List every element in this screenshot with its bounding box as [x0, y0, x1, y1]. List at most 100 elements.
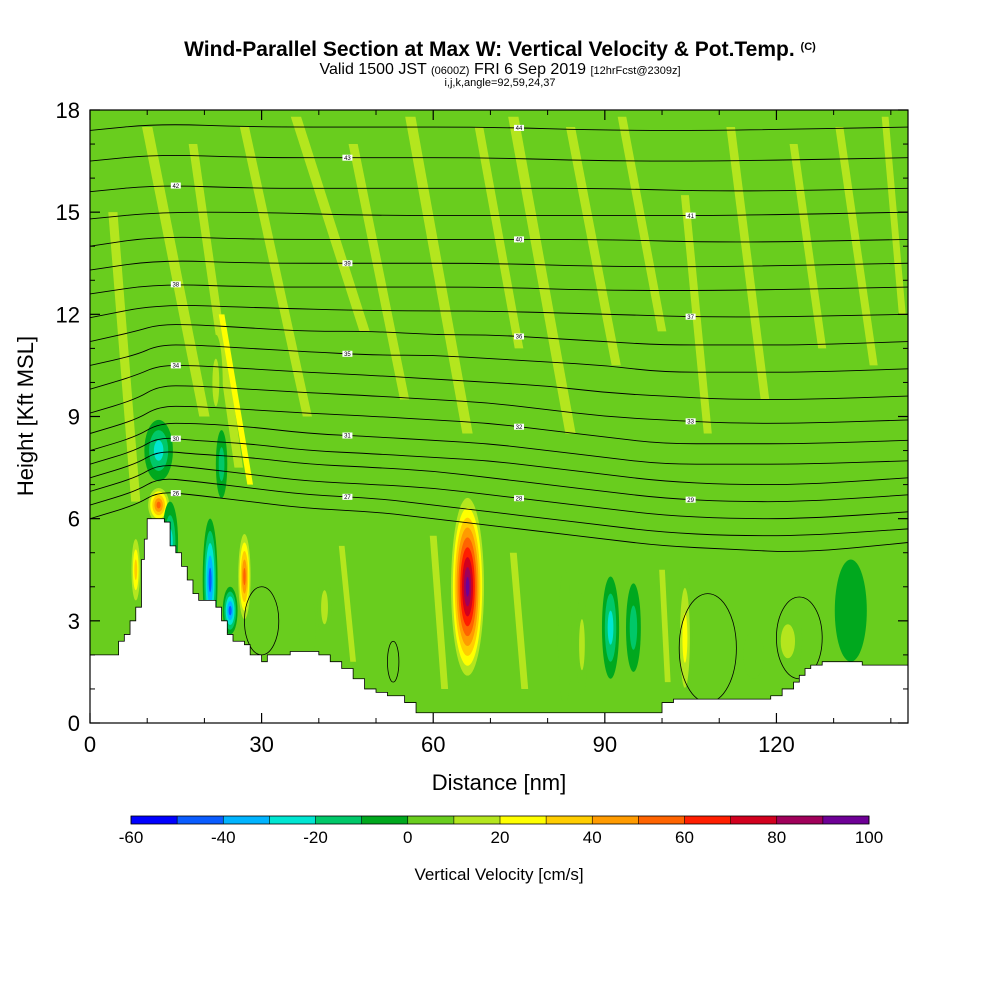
- velocity-cell: [579, 619, 585, 671]
- theta-contour: [90, 385, 908, 424]
- velocity-cell: [682, 612, 688, 663]
- contour-label: 35: [344, 352, 351, 358]
- velocity-cell: [134, 559, 138, 580]
- contour-label: 32: [516, 425, 523, 431]
- velocity-cell: [557, 569, 572, 706]
- colorbar-tick-label: -20: [303, 828, 328, 847]
- y-tick-label: 18: [56, 98, 80, 123]
- contour-label: 34: [172, 364, 179, 370]
- theta-contour: [90, 260, 908, 271]
- velocity-streak: [239, 127, 312, 417]
- x-tick-label: 30: [249, 732, 273, 757]
- velocity-streak: [789, 144, 827, 349]
- colorbar-swatch: [592, 816, 639, 824]
- contour-label-box: [342, 493, 353, 500]
- colorbar-swatch: [500, 816, 547, 824]
- contour-label-box: [342, 154, 353, 161]
- colorbar-tick-label: -60: [119, 828, 144, 847]
- contour-label: 27: [344, 495, 351, 501]
- contour-label-box: [514, 333, 525, 340]
- velocity-streak: [617, 116, 667, 332]
- contour-label-box: [685, 313, 696, 320]
- colorbar-swatch: [546, 816, 593, 824]
- contour-label: 43: [344, 156, 351, 162]
- y-tick-label: 6: [68, 507, 80, 532]
- theta-contour: [90, 154, 908, 162]
- colorbar-label: Vertical Velocity [cm/s]: [414, 865, 583, 884]
- contour-label-box: [170, 435, 181, 442]
- velocity-streak: [474, 127, 524, 349]
- y-tick-label: 15: [56, 200, 80, 225]
- theta-contour: [90, 451, 908, 503]
- theta-contour: [90, 124, 908, 131]
- y-tick-label: 12: [56, 302, 80, 327]
- x-tick-label: 60: [421, 732, 445, 757]
- theta-contour: [90, 185, 908, 193]
- colorbar-tick-label: 0: [403, 828, 412, 847]
- velocity-cell: [228, 605, 232, 616]
- velocity-streak: [348, 144, 410, 400]
- velocity-cell: [298, 593, 316, 662]
- contour-label-box: [170, 490, 181, 497]
- terrain: [90, 518, 908, 723]
- velocity-streak: [508, 116, 576, 434]
- theta-contour: [90, 478, 908, 537]
- colorbar-swatch: [453, 816, 501, 824]
- theta-contour: [90, 305, 908, 319]
- contour-label-box: [685, 212, 696, 219]
- theta-contour: [90, 364, 908, 400]
- contour-label: 31: [344, 434, 351, 440]
- velocity-streak: [405, 116, 473, 434]
- contour-label-box: [514, 236, 525, 243]
- y-tick-label: 3: [68, 609, 80, 634]
- colorbar-swatch: [407, 816, 455, 824]
- theta-contour: [90, 236, 908, 247]
- velocity-cell: [243, 568, 246, 586]
- colorbar-tick-label: 20: [491, 828, 510, 847]
- colorbar-swatch: [131, 816, 178, 824]
- velocity-cell: [780, 624, 796, 659]
- velocity-streak: [218, 314, 254, 485]
- contour-label: 36: [516, 335, 523, 341]
- contour-label: 42: [172, 184, 179, 190]
- velocity-cell: [834, 559, 867, 662]
- contour-label-box: [170, 182, 181, 189]
- colorbar-swatch: [269, 816, 316, 824]
- velocity-streak: [835, 127, 878, 366]
- velocity-streak: [565, 127, 621, 366]
- colorbar-tick-label: 80: [767, 828, 786, 847]
- chart-subtitle: Valid 1500 JST (0600Z) FRI 6 Sep 2019 [1…: [319, 61, 681, 78]
- contour-label: 33: [687, 420, 694, 426]
- colorbar-swatch: [361, 816, 409, 824]
- velocity-streak: [108, 212, 141, 502]
- contour-label: 37: [687, 315, 694, 321]
- contour-label: 39: [344, 261, 351, 267]
- velocity-cell: [212, 358, 220, 407]
- velocity-streak: [509, 552, 529, 689]
- x-tick-label: 0: [84, 732, 96, 757]
- velocity-cell: [465, 576, 470, 597]
- terrain-profile: [90, 518, 908, 723]
- contour-label-box: [514, 124, 525, 131]
- y-tick-label: 0: [68, 711, 80, 736]
- colorbar-swatch: [223, 816, 270, 824]
- contour-label-box: [514, 423, 525, 430]
- velocity-cell: [218, 447, 225, 482]
- velocity-cell: [607, 610, 614, 645]
- contour-label-box: [170, 281, 181, 288]
- colorbar-tick-label: 40: [583, 828, 602, 847]
- velocity-streak: [726, 127, 770, 400]
- contour-label-box: [342, 260, 353, 267]
- colorbar-swatch: [684, 816, 731, 824]
- contour-label: 26: [172, 491, 179, 497]
- colorbar-swatch: [638, 816, 685, 824]
- velocity-streak: [680, 195, 712, 434]
- velocity-cell: [743, 631, 764, 679]
- velocity-cell: [629, 605, 638, 650]
- contour-label-box: [514, 495, 525, 502]
- y-axis-label: Height [Kft MSL]: [13, 336, 38, 496]
- grid-indices: i,j,k,angle=92,59,24,37: [444, 77, 556, 89]
- theta-contour: [90, 437, 908, 486]
